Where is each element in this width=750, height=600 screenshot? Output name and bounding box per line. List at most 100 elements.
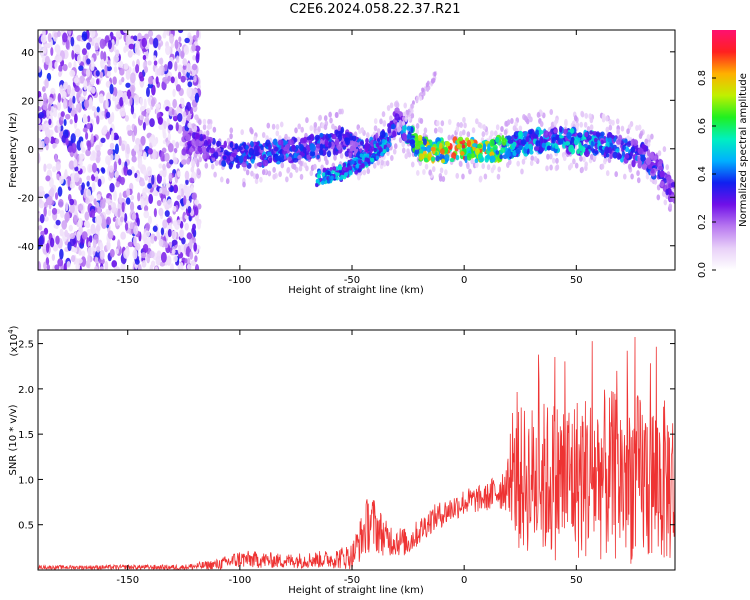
heatmap-cell [554,144,559,150]
heatmap-cell [171,230,177,239]
heatmap-cell [267,170,272,177]
heatmap-cell [186,257,191,265]
heatmap-cell [285,176,289,183]
heatmap-cell [375,132,379,140]
heatmap-cell [584,131,589,138]
heatmap-cell [114,152,119,163]
heatmap-cell [198,156,202,163]
heatmap-cell [157,42,161,51]
heatmap-cell [69,118,73,125]
heatmap-cell [172,184,179,194]
heatmap-cell [507,159,512,166]
heatmap-cell [306,136,312,141]
heatmap-cell [114,134,120,141]
heatmap-cell [315,143,321,149]
heatmap-cell [481,163,486,170]
heatmap-cell [118,158,122,166]
heatmap-cell [78,185,82,191]
heatmap-cell [224,151,231,156]
heatmap-cell [539,120,544,127]
heatmap-cell [415,142,421,150]
colorbar-tick-label: 0.4 [697,166,708,182]
heatmap-cell [373,125,378,132]
heatmap-cell [118,90,124,97]
heatmap-cell [147,148,153,155]
heatmap-cell [119,216,124,223]
heatmap-cell [78,177,82,185]
heatmap-cell [256,162,263,167]
heatmap-cell [114,266,120,270]
heatmap-cell [105,198,111,204]
heatmap-cell [186,71,190,78]
heatmap-cell [463,122,467,129]
heatmap-cell [635,125,639,132]
heatmap-cell [521,158,526,165]
heatmap-cell [529,116,533,123]
heatmap-cell [278,153,285,161]
heatmap-cell [162,198,167,207]
heatmap-cell [163,120,167,130]
heatmap-cell [558,138,564,145]
heatmap-cell [112,76,117,85]
heatmap-cell [447,119,452,126]
heatmap-cell [589,153,594,160]
heatmap-cell [184,37,190,44]
heatmap-cell [333,154,337,161]
heatmap-cell [155,255,161,266]
heatmap-cell [88,96,93,107]
heatmap-cell [38,111,45,119]
snr-y-tick-label: 1.5 [18,430,34,441]
heatmap-cell [223,140,227,149]
spectrogram-x-tick-label: -100 [229,275,252,286]
heatmap-cell [82,127,88,133]
heatmap-cell [48,177,54,188]
heatmap-cell [78,65,84,72]
heatmap-cell [80,256,87,267]
heatmap-cell [234,143,239,149]
heatmap-cell [364,161,368,166]
heatmap-cell [66,261,71,268]
heatmap-cell [410,161,415,168]
heatmap-cell [87,247,94,257]
heatmap-cell [45,175,51,182]
heatmap-cell [99,71,104,78]
heatmap-cell [132,249,138,260]
heatmap-cell [191,43,196,52]
heatmap-cell [658,165,664,171]
heatmap-cell [493,130,498,137]
heatmap-cell [38,224,43,231]
heatmap-cell [92,162,97,173]
heatmap-cell [131,155,137,163]
heatmap-cell [334,111,339,118]
heatmap-cell [334,138,340,146]
heatmap-cell [73,77,79,84]
heatmap-cell [302,147,307,154]
heatmap-cell [601,113,606,120]
heatmap-cell [286,156,293,162]
heatmap-cell [466,131,471,138]
heatmap-cell [584,112,589,119]
heatmap-cell [608,124,613,131]
heatmap-cell [402,124,407,132]
heatmap-cell [99,242,104,251]
heatmap-cell [151,139,157,147]
heatmap-cell [292,163,297,170]
heatmap-cell [497,166,501,173]
heatmap-cell [315,178,320,184]
heatmap-cell [95,70,100,77]
heatmap-cell [387,123,391,128]
heatmap-cell [250,128,254,135]
heatmap-cell [64,169,68,178]
heatmap-cell [41,86,46,92]
heatmap-cell [222,155,227,160]
heatmap-cell [605,126,610,133]
heatmap-cell [668,203,673,210]
heatmap-cell [379,147,383,152]
heatmap-cell [123,249,129,259]
heatmap-cell [160,251,167,263]
heatmap-cell [54,192,59,200]
heatmap-cell [114,170,119,178]
heatmap-cell [581,146,586,153]
heatmap-cell [119,68,125,76]
heatmap-cell [255,173,259,180]
